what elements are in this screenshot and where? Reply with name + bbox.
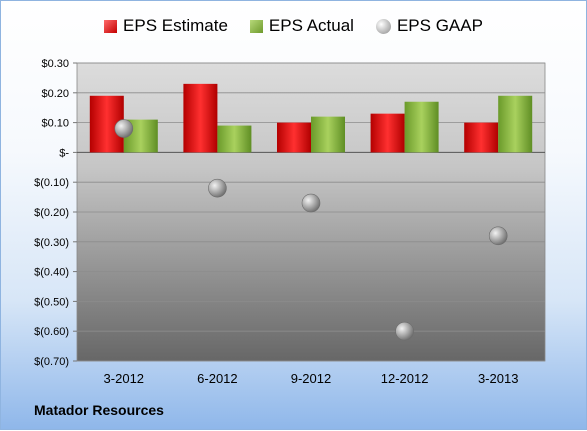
gaap-points bbox=[114, 119, 508, 341]
eps-gaap-point bbox=[488, 226, 508, 246]
y-tick-label: $0.10 bbox=[41, 118, 69, 130]
y-tick-label: $(0.30) bbox=[34, 237, 69, 249]
y-tick-label: $- bbox=[59, 147, 69, 159]
eps-gaap-point bbox=[114, 119, 134, 138]
actual-swatch-icon bbox=[249, 19, 263, 33]
eps-estimate-bar bbox=[464, 122, 499, 153]
legend-item-actual[interactable]: EPS Actual bbox=[249, 16, 354, 36]
eps-actual-bar bbox=[498, 95, 533, 153]
y-tick-label: $(0.40) bbox=[34, 267, 69, 279]
y-tick-label: $(0.10) bbox=[34, 177, 69, 189]
x-tick-label: 12-2012 bbox=[381, 371, 429, 386]
y-tick-label: $(0.60) bbox=[34, 326, 69, 338]
legend-item-estimate[interactable]: EPS Estimate bbox=[104, 16, 228, 36]
y-tick-label: $(0.50) bbox=[34, 296, 69, 308]
y-tick-label: $(0.70) bbox=[34, 356, 69, 368]
legend: EPS Estimate EPS Actual EPS GAAP bbox=[0, 16, 587, 36]
x-tick-label: 3-2013 bbox=[478, 371, 518, 386]
x-axis: 3-2012 6-2012 9-2012 12-2012 3-2013 bbox=[104, 371, 519, 386]
eps-actual-bar bbox=[311, 116, 345, 153]
eps-gaap-point bbox=[395, 321, 414, 341]
eps-actual-bar bbox=[404, 101, 439, 153]
eps-gaap-point bbox=[208, 178, 227, 198]
legend-item-gaap[interactable]: EPS GAAP bbox=[375, 16, 483, 36]
y-axis: $0.30 $0.20 $0.10 $- $(0.10) $(0.20) $(0.30) $(… bbox=[34, 58, 77, 368]
y-tick-label: $0.30 bbox=[41, 58, 69, 70]
eps-estimate-bar bbox=[277, 122, 311, 153]
eps-estimate-bar bbox=[183, 83, 218, 153]
legend-label-estimate: EPS Estimate bbox=[123, 16, 228, 35]
legend-label-actual: EPS Actual bbox=[268, 16, 354, 35]
eps-gaap-point bbox=[301, 193, 321, 213]
x-tick-label: 9-2012 bbox=[291, 371, 331, 386]
x-tick-label: 6-2012 bbox=[197, 371, 237, 386]
company-name: Matador Resources bbox=[34, 402, 164, 418]
estimate-swatch-icon bbox=[104, 19, 118, 33]
gaap-marker-icon bbox=[375, 18, 391, 34]
x-tick-label: 3-2012 bbox=[104, 371, 144, 386]
eps-estimate-bar bbox=[370, 113, 405, 153]
legend-label-gaap: EPS GAAP bbox=[396, 16, 483, 35]
y-tick-label: $0.20 bbox=[41, 88, 69, 100]
gridlines bbox=[77, 62, 545, 362]
y-tick-label: $(0.20) bbox=[34, 207, 69, 219]
eps-actual-bar bbox=[217, 125, 252, 153]
